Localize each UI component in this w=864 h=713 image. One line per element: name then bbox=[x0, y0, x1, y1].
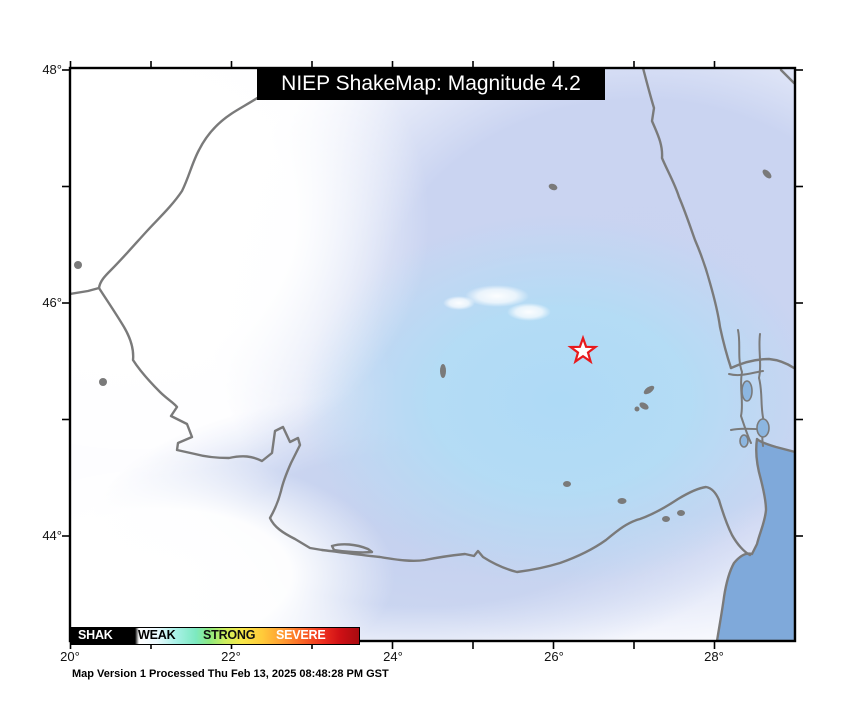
colorbar-label-strong: STRONG bbox=[203, 628, 256, 642]
x-tick-label-22: 22° bbox=[221, 649, 241, 664]
colorbar-scale-word: SHAK bbox=[78, 628, 113, 642]
x-tick-label-28: 28° bbox=[704, 649, 724, 664]
epicenter-star bbox=[567, 334, 599, 365]
black-sea bbox=[715, 437, 795, 641]
delta-lagoons bbox=[739, 380, 770, 448]
low-intensity-patch bbox=[465, 285, 529, 307]
map-version-caption: Map Version 1 Processed Thu Feb 13, 2025… bbox=[72, 668, 389, 680]
lakes bbox=[74, 169, 772, 522]
x-tick-label-26: 26° bbox=[544, 649, 564, 664]
y-tick-label-44: 44° bbox=[42, 528, 62, 543]
colorbar-label-weak: WEAK bbox=[138, 628, 176, 642]
x-tick-label-24: 24° bbox=[383, 649, 403, 664]
country-borders bbox=[70, 68, 795, 574]
intensity-overlay bbox=[70, 68, 795, 641]
colorbar-label-severe: SEVERE bbox=[276, 628, 326, 642]
x-tick-label-20: 20° bbox=[60, 649, 80, 664]
intensity-colorbar: SHAK WEAK STRONG SEVERE bbox=[71, 627, 360, 645]
y-tick-label-46: 46° bbox=[42, 295, 62, 310]
axis-ticks bbox=[62, 61, 803, 649]
y-tick-label-48: 48° bbox=[42, 62, 62, 77]
map-title: NIEP ShakeMap: Magnitude 4.2 bbox=[257, 68, 605, 100]
